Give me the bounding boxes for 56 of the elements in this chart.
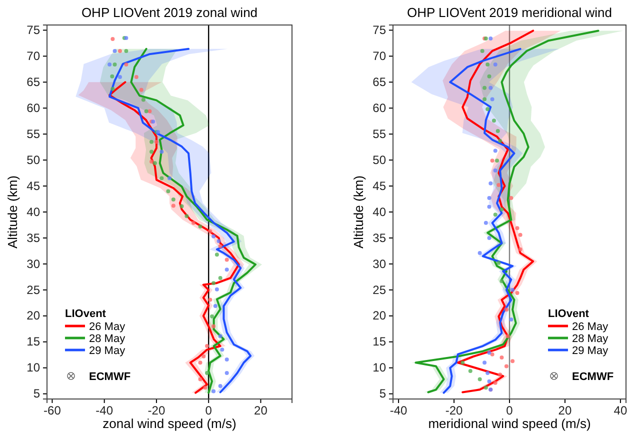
y-tick-label: 40 xyxy=(26,204,40,219)
y-tick-label: 10 xyxy=(26,360,40,375)
y-tick-label: 20 xyxy=(26,308,40,323)
y-tick-label: 60 xyxy=(372,100,386,115)
x-tick-label: 0 xyxy=(205,404,212,418)
x-tick-label: -40 xyxy=(96,404,114,418)
legend-title: LIOvent xyxy=(548,308,590,320)
legend-label: 29 May xyxy=(89,345,126,357)
y-tick-label: 75 xyxy=(372,23,386,38)
x-tick-label: 40 xyxy=(614,404,628,418)
y-tick-label: 45 xyxy=(372,178,386,193)
x-tick-label: 0 xyxy=(506,404,514,418)
y-tick-label: 70 xyxy=(372,49,386,64)
y-tick-label: 65 xyxy=(372,74,386,89)
x-tick-label: 20 xyxy=(558,404,572,418)
x-axis-title: zonal wind speed (m/s) xyxy=(102,416,236,431)
annotation: ECMWF xyxy=(572,371,614,383)
chart-title: OHP LIOVent 2019 meridional wind xyxy=(407,5,612,20)
x-axis-title: meridional wind speed (m/s) xyxy=(428,416,591,431)
y-tick-label: 15 xyxy=(372,334,386,349)
y-tick-label: 60 xyxy=(26,100,40,115)
annotation: ECMWF xyxy=(89,371,131,383)
legend-label: 28 May xyxy=(572,333,609,345)
y-tick-label: 65 xyxy=(26,74,40,89)
x-tick-label: 20 xyxy=(254,404,268,418)
y-tick-label: 75 xyxy=(26,23,40,38)
y-tick-label: 50 xyxy=(26,152,40,167)
y-tick-label: 35 xyxy=(26,230,40,245)
legend-title: LIOvent xyxy=(65,308,106,320)
x-tick-label: -60 xyxy=(44,404,62,418)
x-tick-label: -20 xyxy=(445,404,464,418)
y-tick-label: 30 xyxy=(372,256,386,271)
y-tick-label: 25 xyxy=(26,282,40,297)
y-tick-label: 55 xyxy=(26,126,40,141)
x-tick-label: -40 xyxy=(390,404,408,418)
y-tick-label: 45 xyxy=(26,178,40,193)
x-tick-label: -20 xyxy=(148,404,166,418)
y-tick-label: 30 xyxy=(26,256,40,271)
y-tick-label: 5 xyxy=(379,386,386,401)
legend-label: 28 May xyxy=(89,333,126,345)
y-tick-label: 5 xyxy=(33,386,40,401)
y-axis-title: Altitude (km) xyxy=(351,176,366,248)
y-axis-title: Altitude (km) xyxy=(5,176,20,248)
y-tick-label: 40 xyxy=(372,204,386,219)
y-tick-label: 50 xyxy=(372,152,386,167)
y-tick-label: 20 xyxy=(372,308,386,323)
legend-label: 26 May xyxy=(89,321,126,333)
legend-label: 26 May xyxy=(572,321,609,333)
chart-title: OHP LIOVent 2019 zonal wind xyxy=(81,5,258,20)
y-tick-label: 35 xyxy=(372,230,386,245)
y-tick-label: 15 xyxy=(26,334,40,349)
y-tick-label: 70 xyxy=(26,49,40,64)
y-tick-label: 25 xyxy=(372,282,386,297)
y-tick-label: 10 xyxy=(372,360,386,375)
legend-label: 29 May xyxy=(572,345,609,357)
y-tick-label: 55 xyxy=(372,126,386,141)
